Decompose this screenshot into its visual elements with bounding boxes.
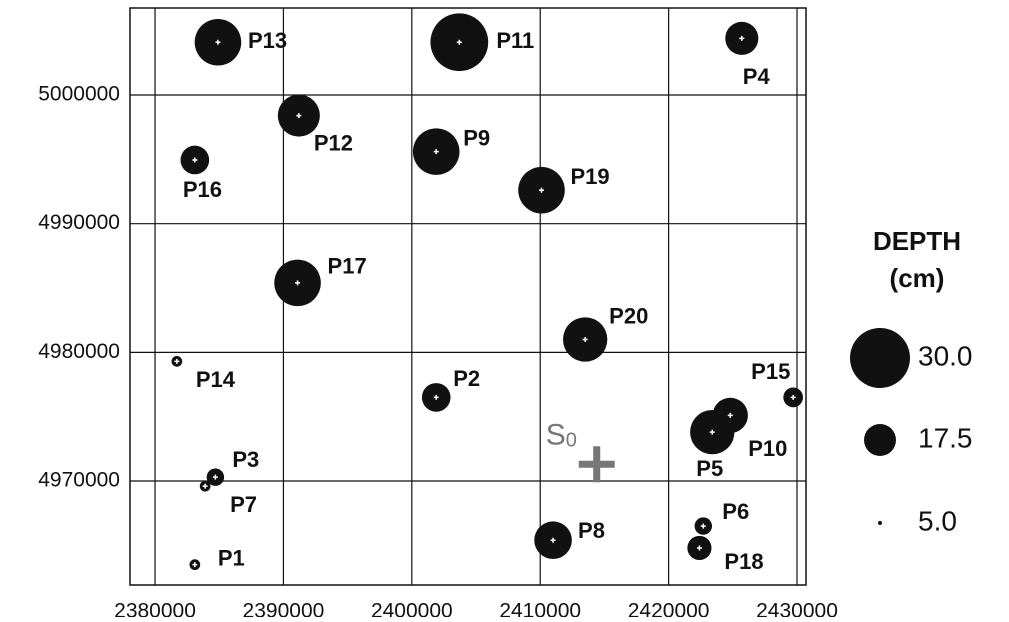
bubble-center (192, 157, 198, 163)
source-label: S0 (546, 418, 577, 451)
plot-frame (129, 7, 807, 586)
point-label: P20 (609, 303, 648, 328)
bubble-center (212, 474, 218, 480)
bubble-center (202, 483, 208, 489)
x-tick-label: 2380000 (114, 600, 196, 617)
point-label: P2 (453, 366, 480, 391)
bubble-center (192, 562, 198, 568)
point-label: P10 (748, 436, 787, 461)
x-tick-label: 2430000 (756, 600, 838, 617)
x-tick-label: 2400000 (371, 600, 453, 617)
x-tick-label: 2390000 (243, 600, 325, 617)
source-label-main: S (546, 418, 566, 451)
point-label: P12 (314, 130, 353, 155)
point-label: P17 (328, 254, 367, 279)
legend-bubble (850, 328, 910, 388)
point-label: P7 (230, 492, 257, 517)
legend-title: (cm) (890, 263, 945, 293)
bubble-center (727, 412, 733, 418)
point-label: P6 (722, 499, 749, 524)
point-label: P1 (218, 545, 245, 570)
source-label-sub: 0 (566, 430, 577, 452)
bubble-center (215, 39, 221, 45)
point-label: P4 (743, 64, 771, 89)
point-label: P11 (496, 28, 534, 53)
bubble-center (539, 187, 545, 193)
point-label: P14 (196, 367, 236, 392)
legend-title: DEPTH (873, 226, 961, 256)
bubble-center (296, 113, 302, 119)
bubble-center (295, 280, 301, 286)
bubble-center (582, 336, 588, 342)
point-label: P16 (183, 177, 222, 202)
point-label: P5 (696, 456, 723, 481)
bubble-center (709, 429, 715, 435)
x-tick-label: 2410000 (499, 600, 581, 617)
y-tick-label: 4970000 (38, 469, 120, 492)
legend-label: 5.0 (918, 505, 957, 536)
y-tick-label: 5000000 (38, 83, 120, 106)
bubble-center (739, 35, 745, 41)
source-marker (578, 446, 615, 483)
bubble-center (433, 149, 439, 155)
bubble-center (790, 394, 796, 400)
point-label: P18 (724, 549, 763, 574)
x-tick-label: 2420000 (628, 600, 710, 617)
y-tick-label: 4990000 (38, 211, 120, 234)
bubble-center (700, 523, 706, 529)
point-label: P9 (463, 125, 490, 150)
bubble-center (696, 545, 702, 551)
bubble-center (433, 394, 439, 400)
point-label: P3 (232, 447, 259, 472)
bubble-center (174, 358, 180, 364)
legend-bubble (864, 424, 896, 456)
legend-label: 30.0 (918, 340, 973, 371)
bubble-center (550, 537, 556, 543)
point-label: P19 (571, 164, 610, 189)
point-label: P13 (248, 28, 287, 53)
point-label: P15 (751, 359, 790, 384)
y-tick-label: 4980000 (38, 340, 120, 363)
point-label: P8 (578, 518, 605, 543)
bubble-center (456, 39, 462, 45)
legend-label: 17.5 (918, 422, 973, 453)
legend-bubble (878, 521, 882, 525)
